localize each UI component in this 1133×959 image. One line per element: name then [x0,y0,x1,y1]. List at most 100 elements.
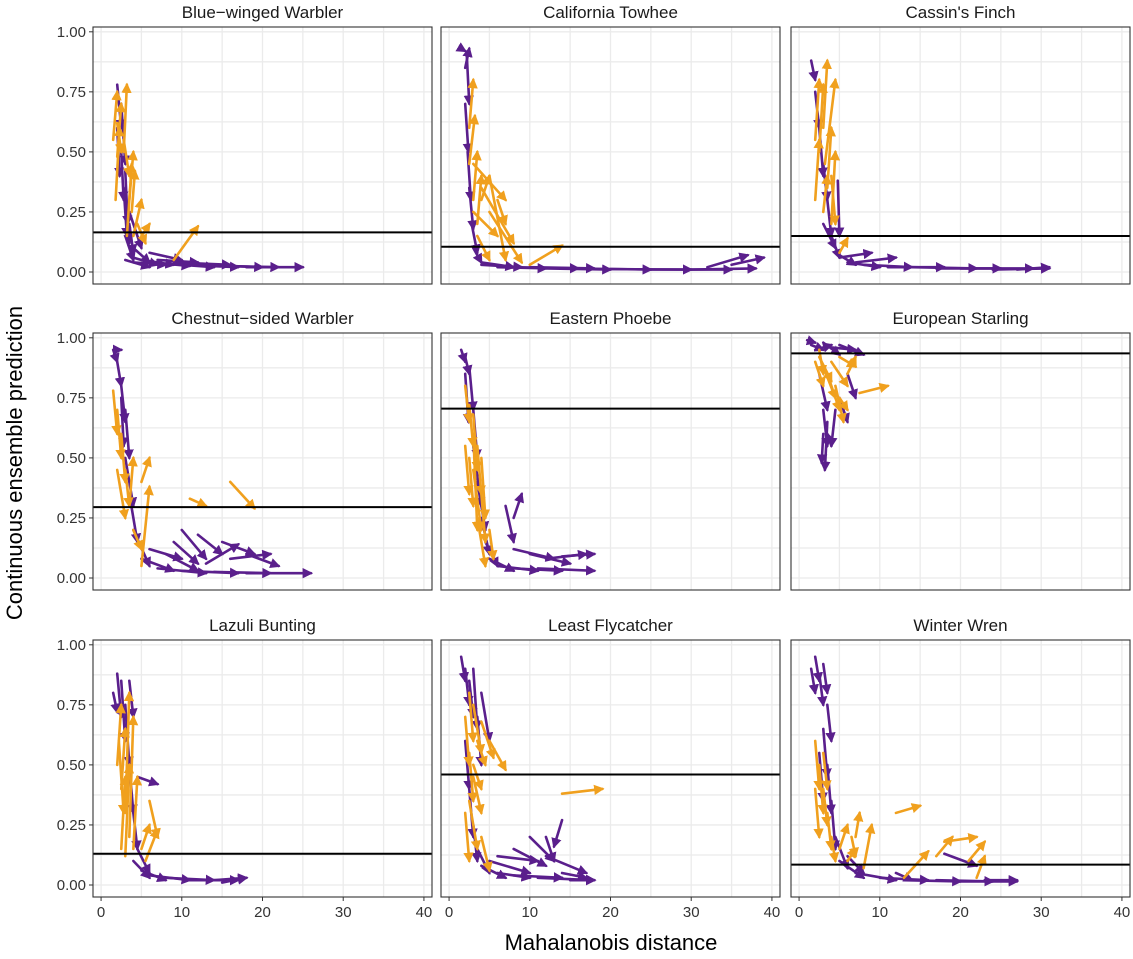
arrow-orange [115,408,126,460]
arrow-orange [480,835,493,873]
y-tick-label: 1.00 [57,330,86,347]
arrow-orange [823,77,840,166]
arrow-orange [115,702,126,767]
arrow-purple [132,859,151,880]
arrow-orange [471,432,483,533]
arrow-purple [689,263,758,274]
arrow-orange [967,840,987,863]
arrow-orange [148,799,161,839]
x-tick-label: 0 [97,904,105,921]
arrow-orange [479,456,491,521]
arrow-purple [204,543,241,565]
arrow-purple [467,186,478,231]
arrow-orange [463,444,474,496]
arrow-purple [816,432,828,465]
arrow-purple [462,102,474,154]
arrow-purple [148,251,184,264]
arrow-orange [471,149,482,202]
arrow-orange [838,396,849,412]
x-tick-label: 10 [521,904,538,921]
arrow-orange [115,468,130,520]
arrow-orange [476,739,488,767]
facet-panel: Eastern Phoebe [440,309,781,591]
arrow-orange [943,833,979,844]
arrow-purple [730,254,766,267]
arrow-orange [123,690,135,815]
arrow-orange [813,787,824,840]
x-tick-label: 30 [683,904,700,921]
y-tick-label: 0.25 [57,817,86,834]
arrow-purple [560,549,597,560]
panel-border [790,332,1131,591]
facet-panel: Least Flycatcher 0 10 20 30 40 [440,616,781,921]
arrow-orange [140,822,152,851]
y-tick-label: 0.00 [57,570,86,587]
y-tick-label: 0.75 [57,697,86,714]
arrow-orange [471,413,482,472]
x-tick-label: 40 [416,904,433,921]
facet-panel: Chestnut−sided Warbler 0.00 0.25 0.50 0.75 1.… [57,309,433,591]
panel-border [440,26,781,285]
facet-title: California Towhee [543,3,678,22]
arrow-purple [480,261,524,272]
arrow-orange [471,763,484,791]
arrow-orange [826,372,842,412]
arrow-orange [475,444,486,496]
facet-title: Winter Wren [913,616,1007,635]
arrow-orange [560,784,605,796]
arrow-purple [220,874,249,885]
arrow-orange [228,480,256,510]
arrow-orange [463,811,474,864]
y-tick-label: 0.50 [57,450,86,467]
arrow-purple [196,533,224,556]
arrow-purple [180,528,208,561]
x-tick-label: 10 [871,904,888,921]
arrow-orange [471,210,499,238]
arrow-purple [480,691,494,743]
y-tick-label: 1.00 [57,637,86,654]
arrow-purple [123,234,136,262]
arrow-purple [471,246,483,265]
facet-title: Eastern Phoebe [550,309,672,328]
arrow-orange [821,58,833,130]
arrow-orange [114,121,126,154]
arrow-purple [118,396,129,448]
arrow-orange [830,360,849,388]
arrow-purple [148,547,184,562]
arrow-orange [821,751,832,791]
arrow-purple [512,491,524,520]
arrow-orange [488,210,524,265]
arrow-orange [496,198,508,226]
panel-border [92,26,433,285]
arrow-orange [132,528,144,552]
panel-border [790,26,1131,285]
arrow-purple [172,540,200,565]
y-tick-label: 0.00 [57,877,86,894]
arrow-orange [111,389,122,436]
facet-title: Lazuli Bunting [209,616,316,635]
arrow-orange [463,384,474,424]
arrow-orange [487,528,498,561]
y-tick-label: 0.25 [57,510,86,527]
facet-title: Cassin's Finch [905,3,1015,22]
arrow-orange [488,739,507,772]
arrow-orange [528,244,564,267]
facet-panel: Blue−winged Warbler 0.00 0.25 0.50 0.75 1.00 [57,3,433,285]
y-tick-label: 0.50 [57,757,86,774]
arrow-purple [536,565,597,576]
arrow-orange [131,774,143,851]
arrow-orange [476,516,490,569]
arrow-purple [467,365,478,412]
arrow-orange [467,691,478,743]
y-tick-label: 0.50 [57,144,86,161]
arrow-orange [829,174,840,227]
arrow-orange [467,456,478,509]
arrow-orange [828,835,840,864]
arrow-orange [975,854,987,880]
x-tick-label: 40 [1114,904,1131,921]
arrow-purple [846,372,858,400]
panel-border [92,332,433,591]
arrow-purple [528,263,597,274]
